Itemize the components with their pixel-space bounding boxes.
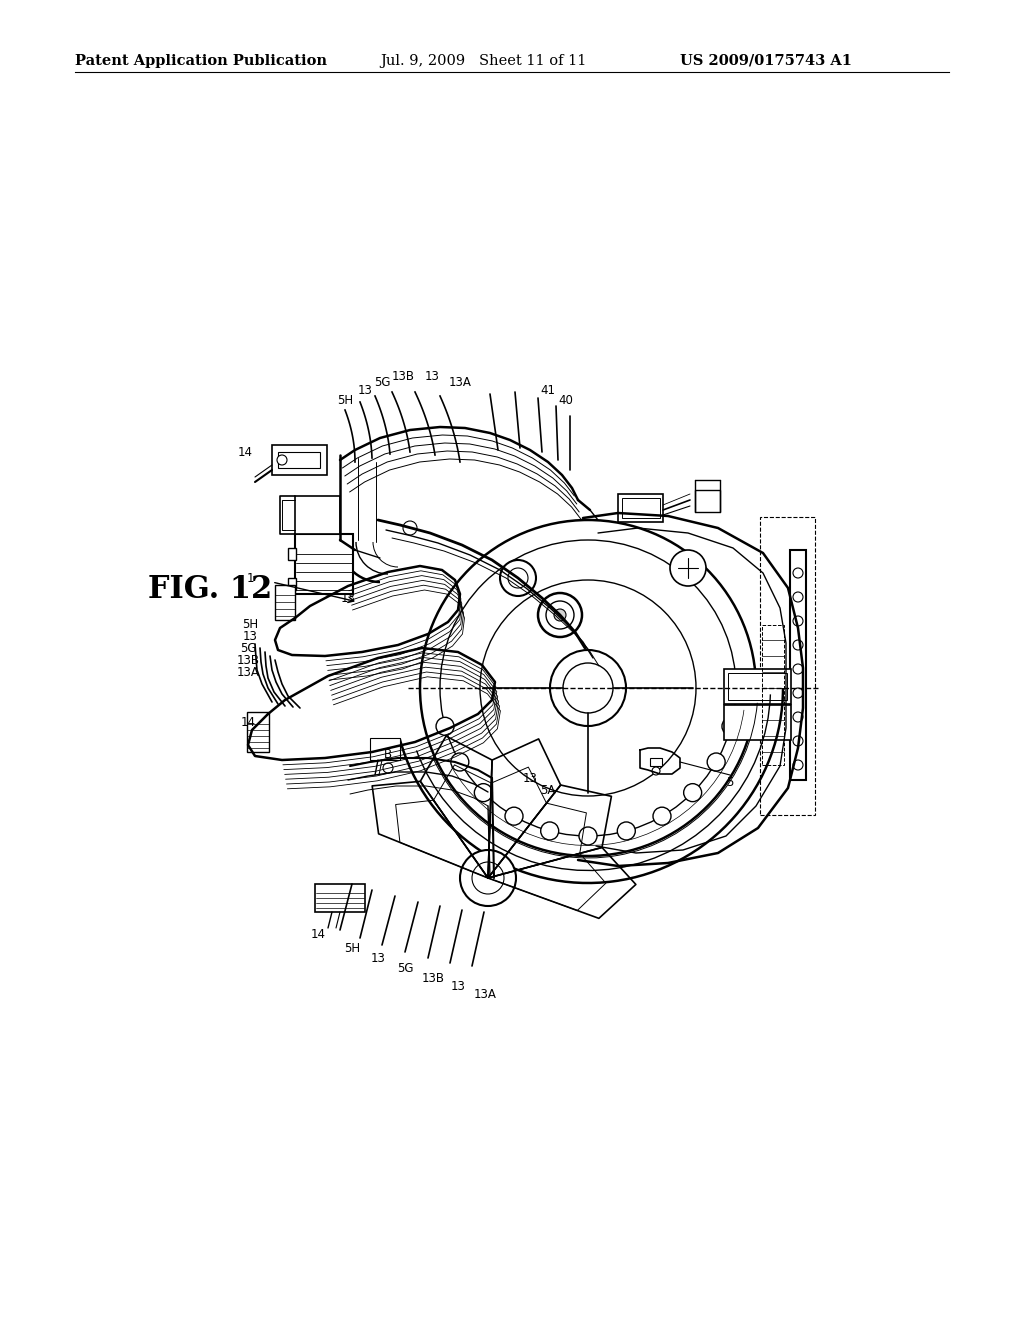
Text: 13B: 13B [391, 370, 415, 383]
Circle shape [460, 850, 516, 906]
Bar [272, 445, 327, 475]
Text: 13A: 13A [237, 665, 259, 678]
Text: Jul. 9, 2009   Sheet 11 of 11: Jul. 9, 2009 Sheet 11 of 11 [380, 54, 587, 69]
Text: 13: 13 [243, 630, 257, 643]
Bar [278, 451, 319, 469]
Circle shape [617, 822, 635, 840]
Text: FIG. 12: FIG. 12 [148, 574, 272, 606]
Bar [762, 624, 784, 766]
Text: 13: 13 [425, 370, 439, 383]
Circle shape [793, 640, 803, 649]
Bar [295, 496, 340, 535]
Circle shape [653, 807, 671, 825]
Circle shape [793, 737, 803, 746]
Circle shape [505, 807, 523, 825]
Bar [295, 535, 353, 594]
Text: 5: 5 [726, 776, 733, 788]
Circle shape [793, 760, 803, 770]
Text: 13: 13 [451, 979, 466, 993]
Circle shape [541, 822, 559, 840]
Circle shape [538, 593, 582, 638]
Circle shape [793, 711, 803, 722]
Text: 13A: 13A [473, 987, 497, 1001]
Circle shape [436, 717, 454, 735]
Text: 13B: 13B [237, 653, 259, 667]
Text: US 2009/0175743 A1: US 2009/0175743 A1 [680, 54, 852, 69]
Text: 13: 13 [522, 771, 538, 784]
Circle shape [500, 560, 536, 597]
Circle shape [652, 767, 660, 775]
Circle shape [554, 609, 566, 620]
Bar [315, 884, 365, 912]
Bar [288, 578, 296, 590]
Circle shape [474, 784, 493, 801]
Circle shape [793, 688, 803, 698]
Circle shape [383, 763, 393, 774]
Circle shape [708, 752, 725, 771]
Text: 13: 13 [371, 952, 385, 965]
Text: 5G: 5G [396, 961, 414, 974]
Circle shape [451, 752, 469, 771]
Circle shape [684, 784, 701, 801]
Circle shape [403, 521, 417, 535]
Bar [760, 517, 815, 814]
Bar [622, 498, 660, 517]
Text: 14: 14 [310, 928, 326, 940]
Text: 13: 13 [341, 591, 355, 605]
Text: 40: 40 [558, 393, 573, 407]
Circle shape [579, 828, 597, 845]
Circle shape [793, 664, 803, 675]
Text: 5H: 5H [344, 941, 360, 954]
Text: 5G: 5G [240, 642, 256, 655]
Text: 5A: 5A [541, 784, 556, 796]
Bar [650, 758, 662, 766]
Text: 5H: 5H [337, 393, 353, 407]
Circle shape [670, 550, 706, 586]
Bar [728, 673, 787, 700]
Circle shape [793, 591, 803, 602]
Bar [724, 705, 791, 741]
Text: 1: 1 [246, 572, 254, 585]
Bar [695, 490, 720, 512]
Text: Patent Application Publication: Patent Application Publication [75, 54, 327, 69]
Bar [618, 494, 663, 521]
Text: 5H: 5H [242, 618, 258, 631]
Text: 13B: 13B [422, 972, 444, 985]
Bar [370, 738, 400, 760]
Text: 5G: 5G [374, 375, 390, 388]
Bar [724, 669, 791, 704]
Text: 13: 13 [357, 384, 373, 396]
Text: 14: 14 [238, 446, 253, 458]
Text: 14: 14 [241, 715, 256, 729]
Bar [790, 550, 806, 780]
Circle shape [278, 455, 287, 465]
Bar [247, 711, 269, 752]
Circle shape [793, 568, 803, 578]
Circle shape [550, 649, 626, 726]
Text: B: B [384, 748, 392, 762]
Text: 13A: 13A [449, 375, 471, 388]
Text: 41: 41 [541, 384, 555, 396]
Circle shape [722, 717, 740, 735]
Bar [288, 548, 296, 560]
Circle shape [793, 616, 803, 626]
Bar [275, 585, 295, 620]
